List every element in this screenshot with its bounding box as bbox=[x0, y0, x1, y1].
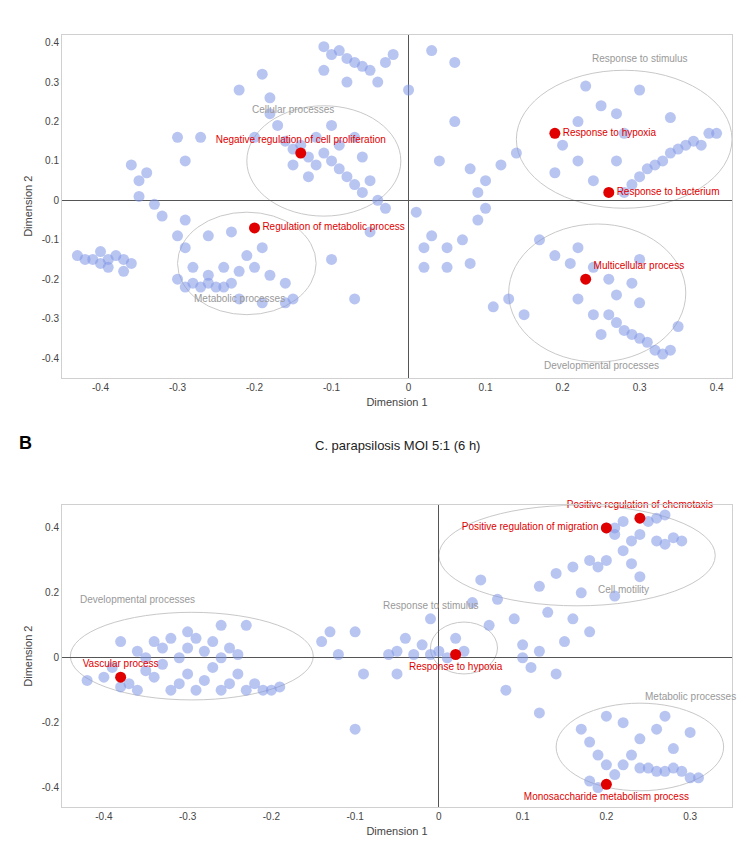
svg-text:0.4: 0.4 bbox=[45, 522, 59, 533]
svg-text:Negative regulation of cell pr: Negative regulation of cell proliferatio… bbox=[216, 134, 386, 145]
svg-text:0.2: 0.2 bbox=[45, 116, 59, 127]
svg-text:0.2: 0.2 bbox=[45, 587, 59, 598]
svg-text:Dimension 2: Dimension 2 bbox=[22, 176, 34, 237]
svg-text:0.1: 0.1 bbox=[479, 382, 493, 393]
svg-text:0.3: 0.3 bbox=[683, 811, 697, 822]
svg-text:Developmental processes: Developmental processes bbox=[544, 360, 659, 371]
svg-text:Metabolic processes: Metabolic processes bbox=[194, 293, 285, 304]
svg-text:-0.1: -0.1 bbox=[42, 234, 60, 245]
svg-text:Dimension 1: Dimension 1 bbox=[366, 396, 427, 408]
svg-text:-0.2: -0.2 bbox=[246, 382, 264, 393]
svg-text:Dimension 2: Dimension 2 bbox=[22, 626, 34, 687]
svg-text:-0.4: -0.4 bbox=[95, 811, 113, 822]
svg-text:0: 0 bbox=[53, 652, 59, 663]
svg-text:Monosaccharide metabolism proc: Monosaccharide metabolism process bbox=[524, 791, 689, 802]
svg-text:-0.3: -0.3 bbox=[179, 811, 197, 822]
svg-text:0.3: 0.3 bbox=[45, 77, 59, 88]
svg-text:0.1: 0.1 bbox=[45, 155, 59, 166]
svg-text:Multicellular process: Multicellular process bbox=[594, 260, 685, 271]
svg-text:0.2: 0.2 bbox=[599, 811, 613, 822]
svg-text:Positive regulation of migrati: Positive regulation of migration bbox=[462, 521, 599, 532]
svg-text:0: 0 bbox=[436, 811, 442, 822]
svg-text:Vascular process: Vascular process bbox=[83, 658, 159, 669]
svg-text:0.2: 0.2 bbox=[556, 382, 570, 393]
svg-text:-0.1: -0.1 bbox=[347, 811, 365, 822]
svg-text:-0.1: -0.1 bbox=[323, 382, 341, 393]
svg-text:-0.2: -0.2 bbox=[42, 717, 60, 728]
svg-text:Regulation of metabolic proces: Regulation of metabolic process bbox=[262, 221, 404, 232]
svg-text:-0.4: -0.4 bbox=[92, 382, 110, 393]
svg-text:Response to bacterium: Response to bacterium bbox=[617, 186, 720, 197]
svg-text:-0.4: -0.4 bbox=[42, 782, 60, 793]
svg-text:-0.2: -0.2 bbox=[42, 274, 60, 285]
svg-text:0.1: 0.1 bbox=[516, 811, 530, 822]
svg-text:Cell motility: Cell motility bbox=[598, 584, 649, 595]
svg-text:Metabolic processes: Metabolic processes bbox=[645, 691, 736, 702]
svg-text:-0.2: -0.2 bbox=[263, 811, 281, 822]
svg-text:Response to hypoxia: Response to hypoxia bbox=[563, 127, 657, 138]
svg-text:B: B bbox=[19, 433, 32, 453]
svg-text:0.3: 0.3 bbox=[633, 382, 647, 393]
svg-text:0.4: 0.4 bbox=[710, 382, 724, 393]
svg-text:0: 0 bbox=[53, 195, 59, 206]
svg-text:-0.3: -0.3 bbox=[42, 313, 60, 324]
svg-text:-0.4: -0.4 bbox=[42, 353, 60, 364]
svg-text:Dimension 1: Dimension 1 bbox=[366, 825, 427, 837]
svg-text:Cellular processes: Cellular processes bbox=[252, 104, 334, 115]
svg-text:0: 0 bbox=[406, 382, 412, 393]
svg-text:Positive regulation of chemota: Positive regulation of chemotaxis bbox=[567, 499, 713, 510]
svg-text:0.4: 0.4 bbox=[45, 37, 59, 48]
svg-text:-0.3: -0.3 bbox=[169, 382, 187, 393]
svg-text:Response to stimulus: Response to stimulus bbox=[383, 600, 479, 611]
svg-text:C. parapsilosis MOI 5:1 (6 h): C. parapsilosis MOI 5:1 (6 h) bbox=[315, 438, 480, 453]
svg-text:Developmental processes: Developmental processes bbox=[80, 594, 195, 605]
svg-text:Response to hypoxia: Response to hypoxia bbox=[409, 661, 503, 672]
svg-text:Response to stimulus: Response to stimulus bbox=[592, 53, 688, 64]
